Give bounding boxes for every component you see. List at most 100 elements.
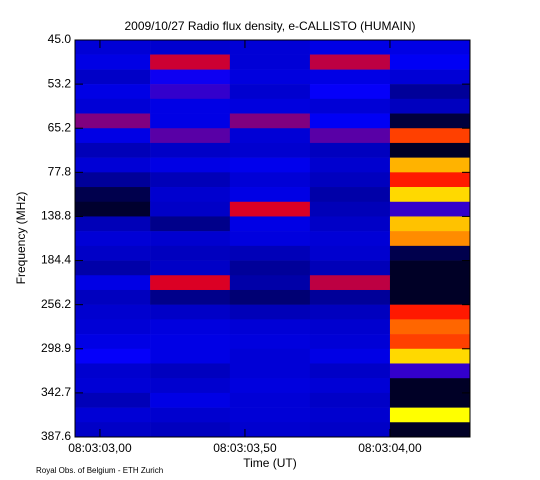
heatmap-cell: [389, 378, 471, 394]
heatmap-cell: [75, 289, 151, 305]
heatmap-cell: [309, 113, 391, 129]
heatmap-cell: [150, 422, 231, 438]
heatmap-cell: [389, 319, 471, 335]
heatmap-cell: [75, 187, 151, 203]
heatmap-cell: [75, 260, 151, 276]
heatmap-cell: [150, 407, 231, 423]
heatmap-cell: [150, 40, 231, 55]
heatmap-cell: [309, 422, 391, 438]
heatmap-cell: [150, 260, 231, 276]
heatmap-cell: [150, 216, 231, 232]
y-tick-label: 342.7: [41, 385, 71, 399]
heatmap-cell: [229, 392, 311, 408]
heatmap-cell: [309, 128, 391, 144]
heatmap-cell: [389, 128, 471, 144]
y-axis-label: Frequency (MHz): [14, 192, 28, 285]
heatmap-cell: [150, 363, 231, 379]
heatmap-cell: [389, 172, 471, 188]
x-axis-label: Time (UT): [243, 456, 297, 470]
heatmap-cell: [309, 157, 391, 173]
heatmap-cell: [229, 231, 311, 247]
heatmap-cell: [229, 334, 311, 350]
heatmap-cell: [150, 392, 231, 408]
heatmap-cell: [150, 378, 231, 394]
heatmap-cell: [229, 187, 311, 203]
heatmap-cell: [75, 142, 151, 158]
heatmap-cell: [309, 84, 391, 100]
heatmap-cell: [75, 172, 151, 188]
heatmap-cell: [389, 142, 471, 158]
heatmap-cell: [309, 98, 391, 114]
heatmap-cell: [229, 289, 311, 305]
heatmap-cell: [389, 260, 471, 276]
heatmap-cell: [389, 392, 471, 408]
heatmap-cell: [150, 128, 231, 144]
heatmap-cell: [309, 304, 391, 320]
heatmap-cell: [389, 54, 471, 70]
heatmap-cell: [229, 113, 311, 129]
heatmap-cell: [150, 275, 231, 291]
y-tick-label: 184.4: [41, 253, 71, 267]
heatmap-cell: [150, 98, 231, 114]
heatmap-cell: [150, 54, 231, 70]
heatmap-cell: [389, 216, 471, 232]
heatmap-cell: [229, 40, 311, 55]
heatmap-cell: [75, 378, 151, 394]
heatmap-cell: [150, 142, 231, 158]
heatmap-cell: [150, 304, 231, 320]
y-tick-label: 298.9: [41, 341, 71, 355]
heatmap-cell: [75, 231, 151, 247]
heatmap-cell: [229, 69, 311, 85]
heatmap-cell: [75, 40, 151, 55]
heatmap-cell: [229, 128, 311, 144]
heatmap-cell: [389, 40, 471, 55]
heatmap-cell: [150, 172, 231, 188]
heatmap-cell: [75, 334, 151, 350]
heatmap-cell: [229, 407, 311, 423]
heatmap-cell: [389, 289, 471, 305]
heatmap-cell: [309, 334, 391, 350]
heatmap-cell: [389, 69, 471, 85]
heatmap-cell: [150, 157, 231, 173]
heatmap-cell: [150, 201, 231, 217]
heatmap-cell: [150, 289, 231, 305]
x-tick-label: 08:03:03,50: [213, 441, 277, 455]
heatmap-cell: [309, 40, 391, 55]
heatmap-cell: [229, 304, 311, 320]
heatmap-cell: [150, 334, 231, 350]
heatmap-cell: [389, 348, 471, 364]
heatmap-cell: [389, 363, 471, 379]
heatmap-cell: [229, 348, 311, 364]
heatmap-cell: [150, 231, 231, 247]
heatmap-cell: [229, 142, 311, 158]
heatmap-cell: [75, 275, 151, 291]
heatmap-cell: [75, 304, 151, 320]
heatmap-cell: [309, 142, 391, 158]
heatmap-cell: [229, 54, 311, 70]
heatmap-cell: [309, 275, 391, 291]
heatmap-cell: [75, 54, 151, 70]
heatmap-cell: [75, 422, 151, 438]
heatmap-cell: [309, 407, 391, 423]
x-tick-label: 08:03:03,00: [68, 441, 132, 455]
y-tick-label: 256.2: [41, 297, 71, 311]
heatmap-cell: [389, 157, 471, 173]
heatmap-cell: [75, 157, 151, 173]
heatmap-cell: [75, 348, 151, 364]
footer: Royal Obs. of Belgium - ETH Zurich: [36, 466, 163, 475]
heatmap-cell: [75, 407, 151, 423]
y-tick-label: 45.0: [48, 32, 72, 46]
heatmap-cell: [229, 378, 311, 394]
heatmap-cell: [229, 201, 311, 217]
heatmap-cell: [229, 172, 311, 188]
x-tick-label: 08:03:04,00: [358, 441, 422, 455]
heatmap-cell: [229, 363, 311, 379]
heatmap-cell: [309, 245, 391, 261]
heatmap-cell: [389, 231, 471, 247]
heatmap-cell: [309, 231, 391, 247]
heatmap-cell: [75, 392, 151, 408]
heatmap-cell: [389, 84, 471, 100]
heatmap-cell: [309, 260, 391, 276]
heatmap-cell: [389, 113, 471, 129]
